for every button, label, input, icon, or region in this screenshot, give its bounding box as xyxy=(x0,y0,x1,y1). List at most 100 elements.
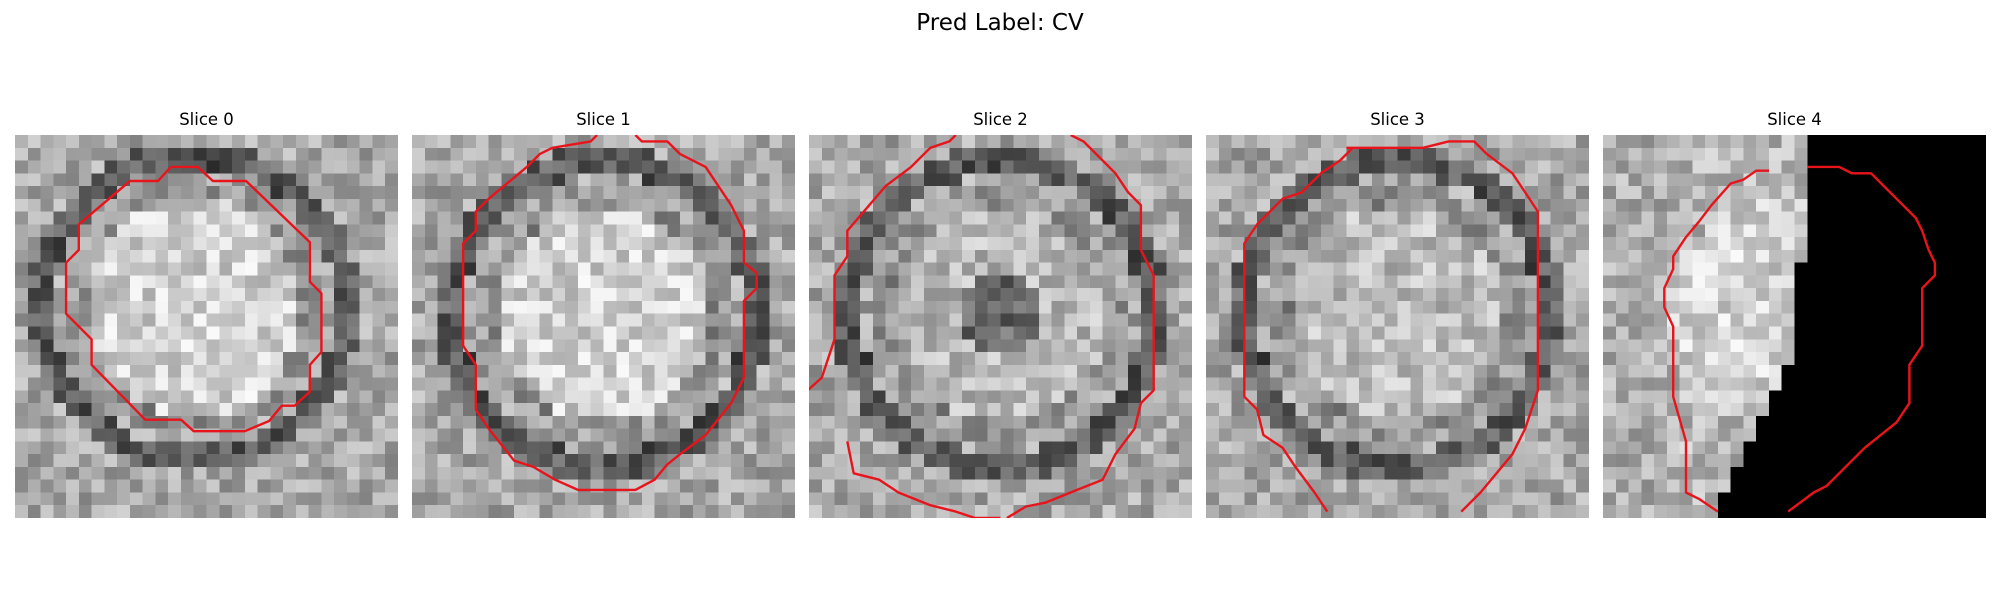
slice-pixel xyxy=(1871,147,1885,161)
slice-pixel xyxy=(412,186,426,200)
slice-pixel xyxy=(117,237,131,251)
slice-pixel xyxy=(756,160,770,174)
slice-pixel xyxy=(15,403,29,417)
slice-pixel xyxy=(847,186,861,200)
slice-pixel xyxy=(834,198,848,212)
slice-pixel xyxy=(1140,466,1155,481)
slice-pixel xyxy=(603,147,617,161)
slice-pixel xyxy=(244,275,258,289)
slice-pixel xyxy=(346,466,361,481)
slice-pixel xyxy=(40,262,54,276)
slice-pixel xyxy=(359,300,373,315)
slice-pixel xyxy=(1486,352,1501,366)
slice-pixel xyxy=(1397,211,1411,225)
slice-pixel xyxy=(1206,505,1220,518)
slice-pixel xyxy=(155,224,169,238)
slice-pixel xyxy=(974,454,989,468)
slice-pixel xyxy=(1768,313,1783,327)
slice-pixel xyxy=(1384,147,1398,161)
slice-pixel xyxy=(705,262,719,276)
slice-pixel xyxy=(437,428,451,442)
slice-pixel xyxy=(1295,505,1309,518)
slice-pixel xyxy=(514,186,528,200)
slice-pixel xyxy=(1461,186,1475,200)
slice-pixel xyxy=(552,224,566,238)
slice-pixel xyxy=(1410,441,1424,455)
slice-pixel xyxy=(1231,415,1245,430)
slice-pixel xyxy=(898,288,912,302)
slice-pixel xyxy=(129,377,144,391)
slice-pixel xyxy=(743,352,758,366)
slice-pixel xyxy=(1845,313,1859,327)
slice-pixel xyxy=(809,364,823,378)
slice-pixel xyxy=(1153,428,1167,442)
slice-pixel xyxy=(1077,505,1091,518)
slice-pixel xyxy=(1244,415,1258,430)
slice-pixel xyxy=(1960,479,1974,493)
slice-pixel xyxy=(206,313,220,327)
slice-pixel xyxy=(743,249,758,264)
slice-pixel xyxy=(1550,377,1564,391)
slice-pixel xyxy=(206,198,220,212)
slice-pixel xyxy=(1909,390,1923,404)
slice-pixel xyxy=(577,415,592,430)
slice-pixel xyxy=(1973,326,1986,340)
slice-pixel xyxy=(334,479,348,493)
slice-pixel xyxy=(603,224,617,238)
slice-pixel xyxy=(129,313,144,327)
slice-pixel xyxy=(1089,339,1104,353)
slice-pixel xyxy=(974,313,989,327)
slice-pixel xyxy=(346,275,361,289)
slice-pixel xyxy=(1705,454,1719,468)
slice-pixel xyxy=(1115,428,1129,442)
slice-pixel xyxy=(1934,492,1949,506)
slice-pixel xyxy=(1525,275,1539,289)
slice-pixel xyxy=(539,505,553,518)
slice-pixel xyxy=(1947,160,1961,174)
slice-pixel xyxy=(1102,173,1116,187)
slice-pixel xyxy=(974,300,989,315)
slice-pixel xyxy=(565,505,579,518)
slice-pixel xyxy=(1845,377,1859,391)
slice-pixel xyxy=(705,198,719,212)
slice-pixel xyxy=(232,377,246,391)
slice-pixel xyxy=(308,135,322,149)
slice-pixel xyxy=(629,377,643,391)
slice-pixel xyxy=(1525,352,1539,366)
slice-pixel xyxy=(1743,454,1757,468)
slice-pixel xyxy=(1615,186,1629,200)
slice-pixel xyxy=(1064,186,1078,200)
slice-pixel xyxy=(1397,300,1411,315)
slice-pixel xyxy=(667,160,681,174)
slice-pixel xyxy=(1717,454,1732,468)
slice-pixel xyxy=(15,135,29,149)
slice-pixel xyxy=(603,377,617,391)
slice-pixel xyxy=(155,492,169,506)
slice-pixel xyxy=(1717,339,1732,353)
slice-pixel xyxy=(552,428,566,442)
slice-pixel xyxy=(437,339,451,353)
slice-pixel xyxy=(1218,403,1232,417)
slice-pixel xyxy=(1896,262,1910,276)
slice-pixel xyxy=(1359,390,1373,404)
slice-pixel xyxy=(654,237,668,251)
slice-pixel xyxy=(104,198,118,212)
slice-pixel xyxy=(1423,198,1437,212)
slice-pixel xyxy=(1026,352,1040,366)
slice-pixel xyxy=(705,390,719,404)
slice-pixel xyxy=(1960,313,1974,327)
slice-pixel xyxy=(412,415,426,430)
slice-pixel xyxy=(66,147,80,161)
slice-pixel xyxy=(193,173,207,187)
slice-pixel xyxy=(1960,198,1974,212)
slice-pixel xyxy=(53,454,67,468)
slice-pixel xyxy=(450,403,464,417)
slice-pixel xyxy=(514,339,528,353)
slice-pixel xyxy=(1603,466,1617,481)
slice-pixel xyxy=(1346,364,1360,378)
slice-pixel xyxy=(552,390,566,404)
slice-pixel xyxy=(1346,505,1360,518)
slice-pixel xyxy=(1231,275,1245,289)
slice-pixel xyxy=(1435,390,1449,404)
slice-pixel xyxy=(1525,249,1539,264)
